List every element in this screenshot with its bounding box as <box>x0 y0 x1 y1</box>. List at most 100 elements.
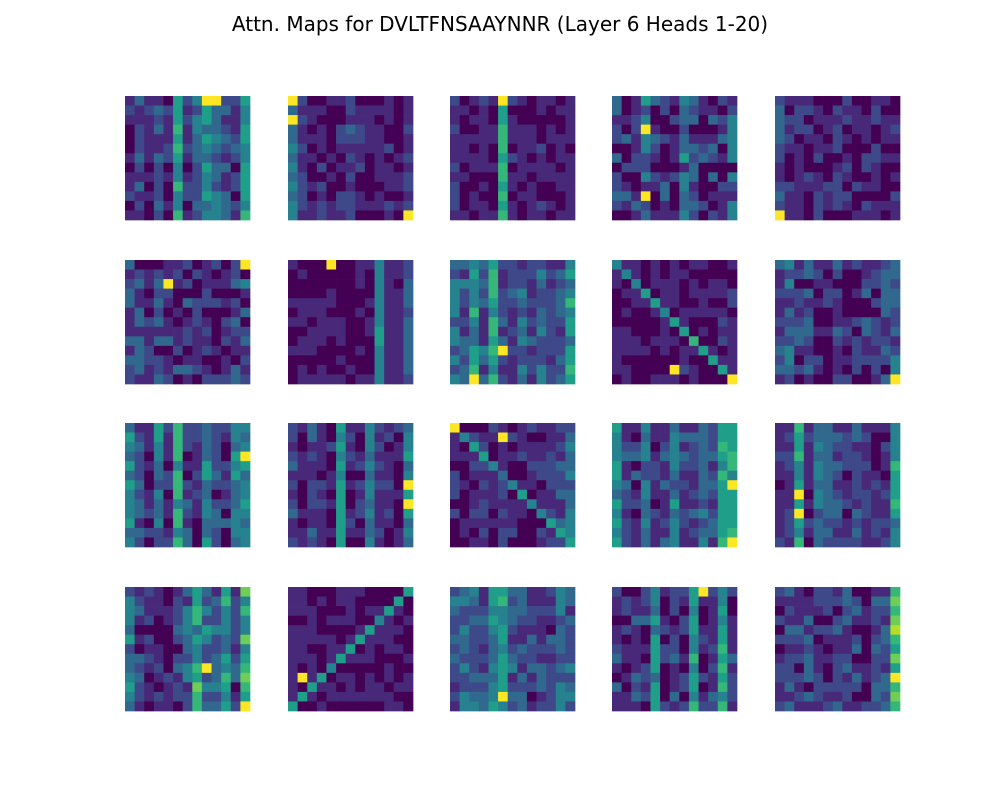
heatmap-cell <box>507 260 518 270</box>
heatmap-cell <box>355 442 366 452</box>
heatmap-cell <box>163 625 174 636</box>
heatmap-cell <box>355 326 366 337</box>
heatmap-cell <box>240 691 251 702</box>
heatmap-cell <box>660 644 671 655</box>
heatmap-cell <box>364 691 375 702</box>
heatmap-cell <box>861 634 872 645</box>
heatmap-cell <box>517 596 528 607</box>
heatmap-cell <box>498 191 509 202</box>
heatmap-cell <box>660 432 671 443</box>
heatmap-cell <box>823 625 834 636</box>
heatmap-cell <box>526 279 537 289</box>
heatmap-cell <box>374 508 385 519</box>
heatmap-cell <box>727 606 738 616</box>
heatmap-cell <box>803 537 814 548</box>
heatmap-cell <box>498 124 509 135</box>
heatmap-cell <box>355 537 366 548</box>
heatmap-cell <box>316 336 327 347</box>
heatmap-cell <box>192 364 203 375</box>
heatmap-cell <box>240 587 251 597</box>
heatmap-cell <box>842 691 853 702</box>
heatmap-cell <box>230 162 241 173</box>
heatmap-cell <box>669 345 680 356</box>
heatmap-cell <box>813 442 824 452</box>
heatmap-cell <box>173 470 184 481</box>
heatmap-cell <box>688 644 699 655</box>
heatmap-cell <box>507 423 518 433</box>
heatmap-cell <box>345 191 356 202</box>
heatmap-cell <box>784 336 795 347</box>
heatmap-cell <box>526 615 537 626</box>
heatmap-cell <box>240 288 251 299</box>
heatmap-cell <box>221 489 232 500</box>
heatmap-cell <box>775 537 785 548</box>
heatmap-cell <box>163 461 174 472</box>
heatmap-cell <box>803 701 814 712</box>
heatmap-cell <box>698 96 709 106</box>
heatmap-cell <box>794 200 805 211</box>
heatmap-cell <box>536 442 547 452</box>
heatmap-cell <box>345 489 356 500</box>
heatmap-cell <box>631 451 642 462</box>
heatmap-cell <box>708 596 719 607</box>
heatmap-cell <box>507 682 518 693</box>
heatmap-cell <box>355 143 366 154</box>
heatmap-cell <box>517 606 528 616</box>
heatmap-cell <box>794 480 805 491</box>
heatmap-cell <box>517 451 528 462</box>
heatmap-cell <box>565 489 576 500</box>
heatmap-cell <box>459 461 470 472</box>
heatmap-cell <box>498 461 509 472</box>
heatmap-cell <box>297 345 308 356</box>
heatmap-cell <box>612 587 622 597</box>
heatmap-cell <box>823 345 834 356</box>
heatmap-cell <box>144 480 155 491</box>
heatmap-cell <box>326 336 337 347</box>
heatmap-cell <box>842 596 853 607</box>
heatmap-cell <box>536 374 547 385</box>
heatmap-cell <box>727 172 738 183</box>
heatmap-cell <box>832 162 843 173</box>
heatmap-cell <box>727 181 738 192</box>
heatmap-cell <box>384 172 395 183</box>
heatmap-cell <box>345 537 356 548</box>
heatmap-cell <box>842 134 853 145</box>
heatmap-cell <box>297 124 308 135</box>
heatmap-cell <box>612 162 622 173</box>
heatmap-cell <box>240 172 251 183</box>
heatmap-cell <box>775 653 785 664</box>
heatmap-cell <box>871 143 882 154</box>
heatmap-cell <box>612 644 622 655</box>
heatmap-cell <box>565 162 576 173</box>
heatmap-cell <box>890 508 901 519</box>
heatmap-cell <box>775 615 785 626</box>
heatmap-cell <box>871 596 882 607</box>
heatmap-cell <box>871 260 882 270</box>
heatmap-cell <box>803 461 814 472</box>
heatmap-cell <box>669 355 680 366</box>
heatmap-cell <box>823 701 834 712</box>
heatmap-cell <box>565 124 576 135</box>
heatmap-cell <box>688 606 699 616</box>
heatmap-cell <box>173 143 184 154</box>
heatmap-cell <box>297 307 308 318</box>
heatmap-cell <box>890 596 901 607</box>
heatmap-cell <box>173 260 184 270</box>
heatmap-cell <box>488 143 499 154</box>
heatmap-cell <box>384 480 395 491</box>
heatmap-cell <box>230 210 241 221</box>
heatmap-cell <box>717 269 728 280</box>
heatmap-cell <box>240 672 251 683</box>
heatmap-cell <box>631 364 642 375</box>
heatmap-cell <box>517 499 528 510</box>
heatmap-cell <box>555 364 566 375</box>
heatmap-cell <box>221 606 232 616</box>
heatmap-cell <box>669 615 680 626</box>
heatmap-cell <box>403 451 414 462</box>
heatmap-cell <box>871 200 882 211</box>
heatmap-cell <box>488 625 499 636</box>
heatmap-cell <box>698 653 709 664</box>
heatmap-cell <box>498 269 509 280</box>
heatmap-cell <box>861 124 872 135</box>
heatmap-cell <box>450 527 460 538</box>
